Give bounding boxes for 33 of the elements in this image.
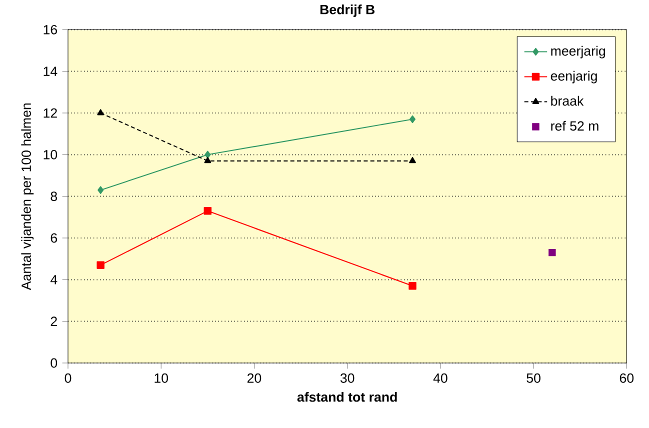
y-tick-label: 4 <box>50 275 58 284</box>
y-axis-title: Aantal vijanden per 100 halmen <box>21 103 34 290</box>
legend-label: ref 52 m <box>551 120 598 131</box>
y-tick-label: 8 <box>50 192 58 202</box>
x-tick-label: 40 <box>433 373 448 383</box>
point <box>96 261 104 269</box>
y-tick-label: 16 <box>44 24 58 34</box>
point <box>409 115 416 124</box>
x-tick-label: 50 <box>526 373 540 383</box>
legend-label: eenjarig <box>550 70 597 84</box>
x-tick-label: 0 <box>64 373 72 383</box>
y-tick-label: 6 <box>50 233 58 243</box>
point <box>409 157 416 164</box>
point <box>204 157 212 164</box>
y-tick-label: 14 <box>44 66 58 76</box>
legend-label: braak <box>551 96 584 106</box>
y-tick-label: 10 <box>44 150 58 160</box>
x-tick-label: 60 <box>620 373 634 383</box>
chart-title: Bedrijf B <box>320 4 375 17</box>
point <box>408 282 416 290</box>
x-tick-label: 30 <box>340 373 354 383</box>
x-tick-label: 20 <box>247 373 262 383</box>
point <box>97 109 104 116</box>
x-tick-label: 10 <box>154 373 168 383</box>
y-tick-label: 0 <box>50 358 58 368</box>
y-tick-label: 2 <box>50 316 57 326</box>
y-tick-label: 12 <box>44 108 57 118</box>
point <box>548 248 556 256</box>
x-axis-title: afstand tot rand <box>297 392 397 402</box>
point <box>204 207 212 215</box>
point <box>98 186 104 194</box>
point <box>204 150 211 159</box>
legend-label: meerjarig <box>551 46 606 58</box>
